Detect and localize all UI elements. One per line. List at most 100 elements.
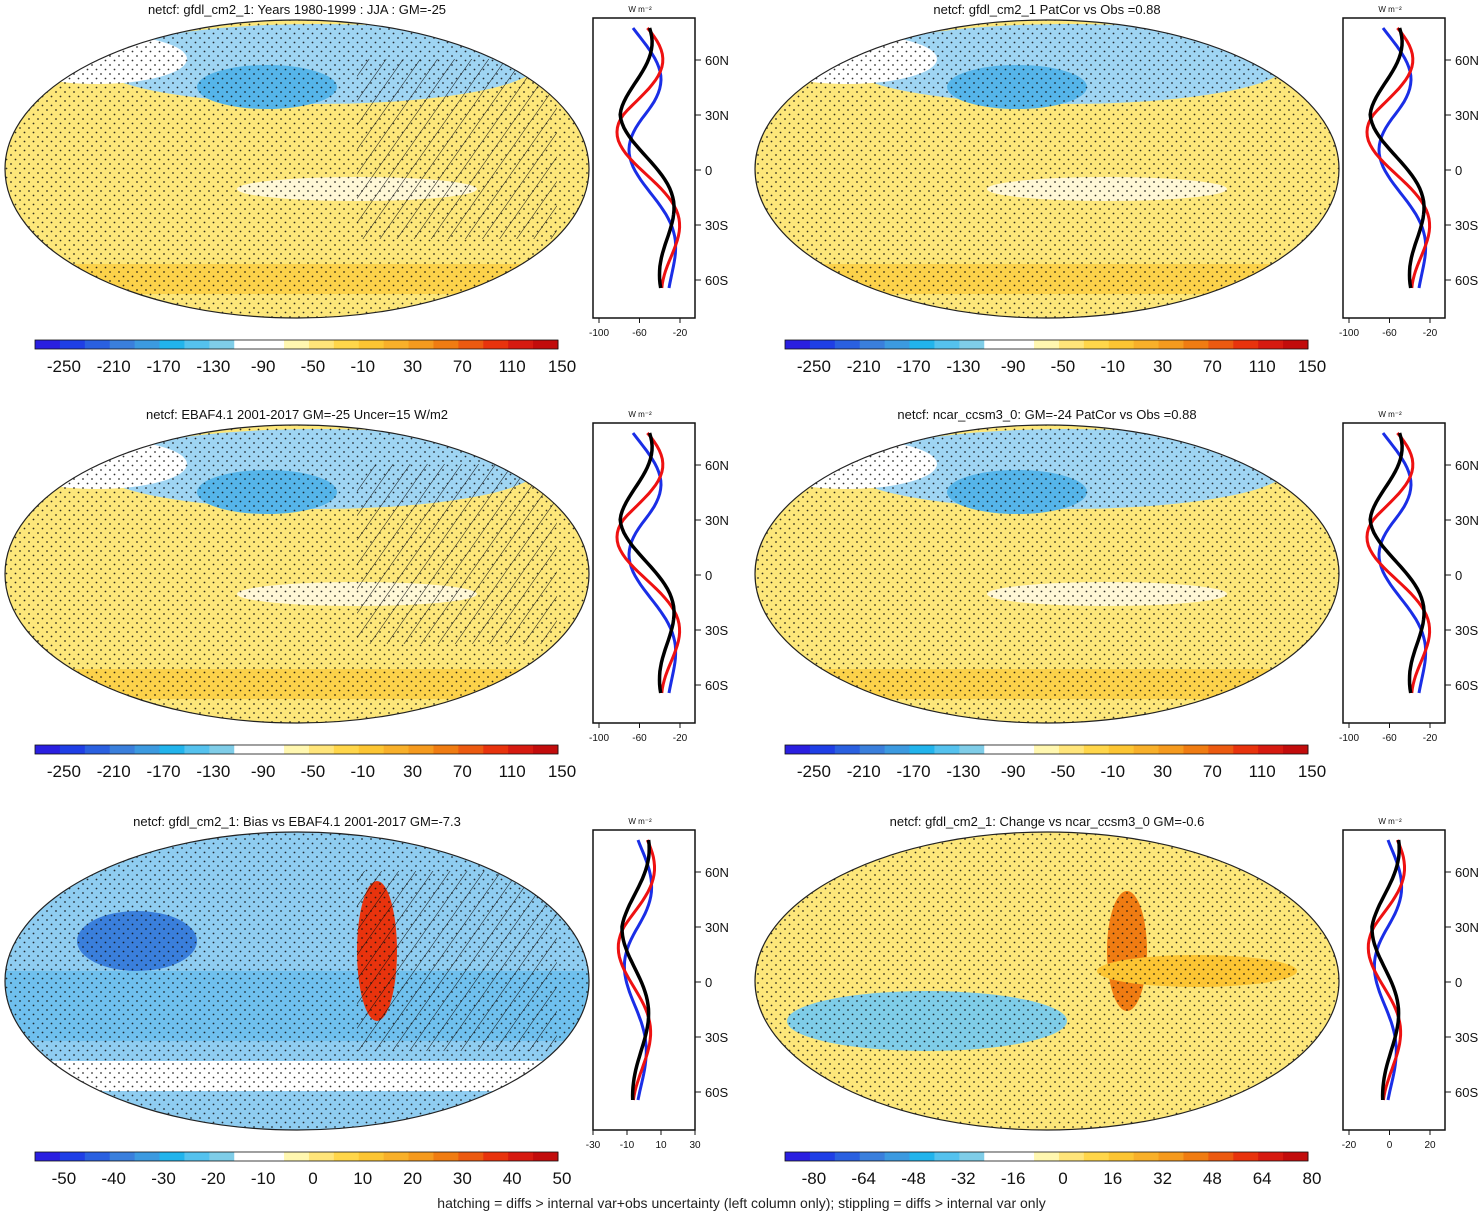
colorbar-tick-label: -30 <box>151 1169 176 1188</box>
colorbar-swatch <box>433 1152 459 1161</box>
colorbar-swatch <box>1108 340 1135 349</box>
colorbar-swatch <box>284 1152 310 1161</box>
model-profile-line <box>618 432 676 694</box>
profile-ytick-label: 30N <box>705 108 729 123</box>
profile-ytick-label: 60S <box>1455 273 1478 288</box>
colorbar-tick-label: 48 <box>1203 1169 1222 1188</box>
colorbar-swatch <box>834 745 861 754</box>
obs-profile-line <box>627 432 678 694</box>
colorbar-swatch <box>109 1152 136 1161</box>
model-profile-line <box>1368 27 1426 289</box>
profile-xtick-label: -100 <box>589 733 609 744</box>
profile-ytick-label: 60N <box>1455 865 1479 880</box>
profile-ytick-label: 30N <box>1455 920 1479 935</box>
map-title: netcf: gfdl_cm2_1 PatCor vs Obs =0.88 <box>933 2 1160 17</box>
map-field <box>755 20 1339 318</box>
colorbar-swatch <box>35 340 61 349</box>
profile-xtick-label: -60 <box>1382 328 1397 339</box>
colorbar-swatch <box>433 745 459 754</box>
profile-xtick-label: -100 <box>1339 328 1359 339</box>
colorbar-tick-label: 110 <box>1249 357 1276 376</box>
colorbar-swatch <box>59 1152 86 1161</box>
colorbar-swatch <box>59 745 86 754</box>
profile-ytick-label: 30N <box>1455 108 1479 123</box>
profile-ytick-label: 60S <box>1455 1085 1478 1100</box>
colorbar-swatch <box>184 1152 210 1161</box>
colorbar-swatch <box>458 1152 484 1161</box>
profile-ytick-label: 30S <box>1455 218 1478 233</box>
colorbar-swatch <box>134 340 161 349</box>
colorbar-swatch <box>1133 1152 1160 1161</box>
profile-xtick-label: 0 <box>1387 1140 1393 1151</box>
colorbar-tick-label: -20 <box>201 1169 226 1188</box>
colorbar-swatch <box>508 1152 534 1161</box>
figure-footnote: hatching = diffs > internal var+obs unce… <box>437 1195 1046 1211</box>
profile-xtick-label: -100 <box>1339 733 1359 744</box>
profile-xtick-label: -20 <box>1342 1140 1357 1151</box>
profile-ytick-label: 0 <box>705 975 712 990</box>
colorbar-tick-label: -50 <box>1051 762 1076 781</box>
colorbar-swatch <box>483 1152 509 1161</box>
colorbar-swatch <box>959 340 985 349</box>
colorbar-swatch <box>458 745 484 754</box>
map-title: netcf: ncar_ccsm3_0: GM=-24 PatCor vs Ob… <box>897 407 1196 422</box>
colorbar-swatch <box>1034 1152 1060 1161</box>
colorbar-tick-label: 110 <box>499 762 526 781</box>
colorbar: -50 -40 -30 -20 -10 0 10 20 30 40 50 <box>34 1151 572 1188</box>
profile-xtick-label: -100 <box>589 328 609 339</box>
colorbar-swatch <box>1083 1152 1110 1161</box>
colorbar-tick-label: 50 <box>553 1169 572 1188</box>
colorbar-swatch <box>333 1152 360 1161</box>
colorbar-swatch <box>1258 1152 1284 1161</box>
map-field <box>5 832 589 1130</box>
colorbar-tick-label: -130 <box>196 357 230 376</box>
colorbar-tick-label: 110 <box>499 357 526 376</box>
colorbar-tick-label: 70 <box>453 762 472 781</box>
profile-ytick-label: 60S <box>705 273 728 288</box>
colorbar-swatch <box>35 745 61 754</box>
profile-ytick-label: 30S <box>1455 1030 1478 1045</box>
profile-xtick-label: 30 <box>689 1140 701 1151</box>
colorbar-swatch <box>483 340 509 349</box>
colorbar-tick-label: 150 <box>1298 357 1326 376</box>
map-title: netcf: gfdl_cm2_1: Change vs ncar_ccsm3_… <box>890 814 1205 829</box>
colorbar-tick-label: 30 <box>1153 357 1172 376</box>
colorbar-swatch <box>1108 745 1135 754</box>
profile-ytick-label: 60N <box>1455 53 1479 68</box>
colorbar-tick-label: -16 <box>1001 1169 1026 1188</box>
profile-ytick-label: 60S <box>1455 678 1478 693</box>
colorbar-swatch <box>909 745 935 754</box>
colorbar-tick-label: -10 <box>350 357 375 376</box>
colorbar-swatch <box>809 1152 836 1161</box>
profile-ytick-label: 0 <box>1455 975 1462 990</box>
colorbar-swatch <box>259 745 285 754</box>
colorbar-swatch <box>934 340 960 349</box>
map-field <box>5 20 589 318</box>
colorbar-swatch <box>884 1152 911 1161</box>
colorbar-swatch <box>1208 1152 1234 1161</box>
colorbar-swatch <box>1183 1152 1209 1161</box>
colorbar-tick-label: 70 <box>1203 762 1222 781</box>
colorbar-swatch <box>1283 745 1309 754</box>
colorbar-tick-label: -50 <box>301 357 326 376</box>
colorbar-swatch <box>1233 1152 1259 1161</box>
colorbar-tick-label: -50 <box>52 1169 77 1188</box>
colorbar-swatch <box>59 340 86 349</box>
colorbar-swatch <box>408 745 434 754</box>
colorbar-tick-label: 30 <box>1153 762 1172 781</box>
zonal-profile: W m⁻² 60N 30N 0 30S 60S -20 0 20 <box>1342 817 1479 1151</box>
colorbar-tick-label: 40 <box>503 1169 522 1188</box>
colorbar-swatch <box>284 745 310 754</box>
profile-xtick-label: -60 <box>632 328 647 339</box>
profile-ytick-label: 60N <box>1455 458 1479 473</box>
colorbar-tick-label: 110 <box>1249 762 1276 781</box>
colorbar-swatch <box>1158 745 1184 754</box>
colorbar-swatch <box>1034 340 1060 349</box>
model-profile-line <box>1368 432 1426 694</box>
colorbar-swatch <box>884 340 911 349</box>
colorbar-tick-label: -50 <box>1051 357 1076 376</box>
colorbar-tick-label: -130 <box>946 762 980 781</box>
colorbar-tick-label: -10 <box>1100 357 1125 376</box>
profile-xtick-label: -10 <box>620 1140 635 1151</box>
panel-4: netcf: ncar_ccsm3_0: GM=-24 PatCor vs Ob… <box>754 407 1479 781</box>
